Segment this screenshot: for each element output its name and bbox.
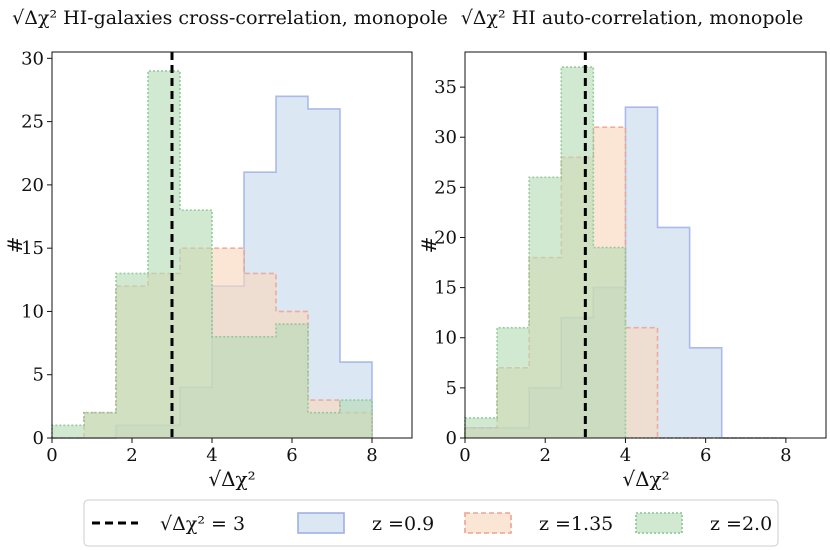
legend-label-z09: z =0.9 (372, 513, 434, 535)
x-tick-label: 6 (286, 445, 297, 466)
bar-cross-z20-bin4 (180, 210, 212, 438)
bar-cross-z20-bin5 (212, 336, 244, 438)
y-axis-label-auto: # (417, 237, 441, 254)
axis-ticks-cross: 0 2 4 6 8 0 5 10 15 20 25 30 (21, 48, 378, 466)
bar-auto-z20-bin1 (497, 327, 530, 438)
legend-box (83, 499, 779, 547)
legend-threshold-label: √Δχ² = 3 (160, 513, 245, 535)
y-tick-label: 10 (434, 328, 457, 349)
y-tick-label: 5 (446, 378, 457, 399)
x-tick-label: 8 (780, 445, 791, 466)
legend-label-z135: z =1.35 (539, 513, 613, 535)
x-tick-label: 8 (366, 445, 377, 466)
plot-frame-auto (464, 51, 827, 439)
bar-cross-z20-bin6 (244, 336, 276, 438)
axis-ticks-auto: 0 2 4 6 8 0 5 10 15 20 25 30 35 (434, 77, 792, 466)
panel-title-auto: √Δχ² HI auto-correlation, monopole (461, 7, 804, 29)
bar-auto-z20-bin0 (465, 417, 498, 438)
y-tick-label: 10 (21, 301, 44, 322)
bar-auto-z20-bin3 (561, 67, 594, 438)
y-tick-label: 0 (446, 428, 457, 449)
bar-cross-z20-bin3 (148, 70, 180, 438)
series-outline-cross-z135 (52, 247, 373, 439)
bar-cross-z20-bin0 (52, 425, 84, 438)
bar-cross-z20-bin8 (308, 412, 340, 438)
y-tick-label: 0 (33, 428, 44, 449)
bar-cross-z20-bin1 (84, 412, 116, 438)
histogram-bars-auto (464, 66, 786, 439)
bar-auto-z09-bin6 (657, 227, 690, 438)
x-tick-label: 2 (539, 445, 550, 466)
x-tick-label: 4 (620, 445, 631, 466)
bar-auto-z135-bin5 (625, 327, 658, 438)
bar-cross-z09-bin8 (308, 108, 340, 439)
x-tick-label: 0 (46, 445, 57, 466)
legend: √Δχ² = 3 z =0.9 z =1.35 z =2.0 (83, 499, 779, 547)
x-axis-label-cross: √Δχ² (208, 467, 255, 491)
y-tick-label: 20 (434, 227, 457, 248)
y-tick-label: 20 (21, 175, 44, 196)
legend-swatch-z20 (635, 512, 683, 534)
y-tick-label: 35 (434, 77, 457, 98)
bar-cross-z20-bin7 (276, 324, 308, 438)
bar-auto-z20-bin4 (593, 247, 626, 438)
y-tick-label: 30 (434, 127, 457, 148)
legend-swatch-z09 (297, 512, 345, 534)
x-tick-label: 0 (459, 445, 470, 466)
y-tick-label: 5 (33, 365, 44, 386)
legend-label-z20: z =2.0 (710, 513, 772, 535)
panel-title-cross: √Δχ² HI-galaxies cross-correlation, mono… (12, 7, 448, 29)
bar-cross-z20-bin9 (340, 400, 372, 438)
y-axis-label-cross: # (3, 237, 27, 254)
bar-auto-z09-bin7 (689, 347, 722, 438)
panel-cross-correlation: √Δχ² HI-galaxies cross-correlation, mono… (3, 7, 448, 491)
y-tick-label: 15 (21, 238, 44, 259)
panel-auto-correlation: √Δχ² HI auto-correlation, monopole 0 2 4 6 8… (417, 7, 827, 491)
x-tick-label: 4 (206, 445, 217, 466)
bar-cross-z20-bin2 (116, 273, 148, 438)
legend-swatch-z135 (464, 512, 512, 534)
histogram-bars-cross (51, 70, 373, 439)
x-tick-label: 6 (700, 445, 711, 466)
y-tick-label: 25 (21, 112, 44, 133)
y-tick-label: 15 (434, 278, 457, 299)
bar-auto-z20-bin2 (529, 177, 562, 438)
y-tick-label: 25 (434, 177, 457, 198)
y-tick-label: 30 (21, 48, 44, 69)
plot-frame-cross (51, 51, 413, 439)
x-axis-label-auto: √Δχ² (622, 467, 669, 491)
x-tick-label: 2 (126, 445, 137, 466)
